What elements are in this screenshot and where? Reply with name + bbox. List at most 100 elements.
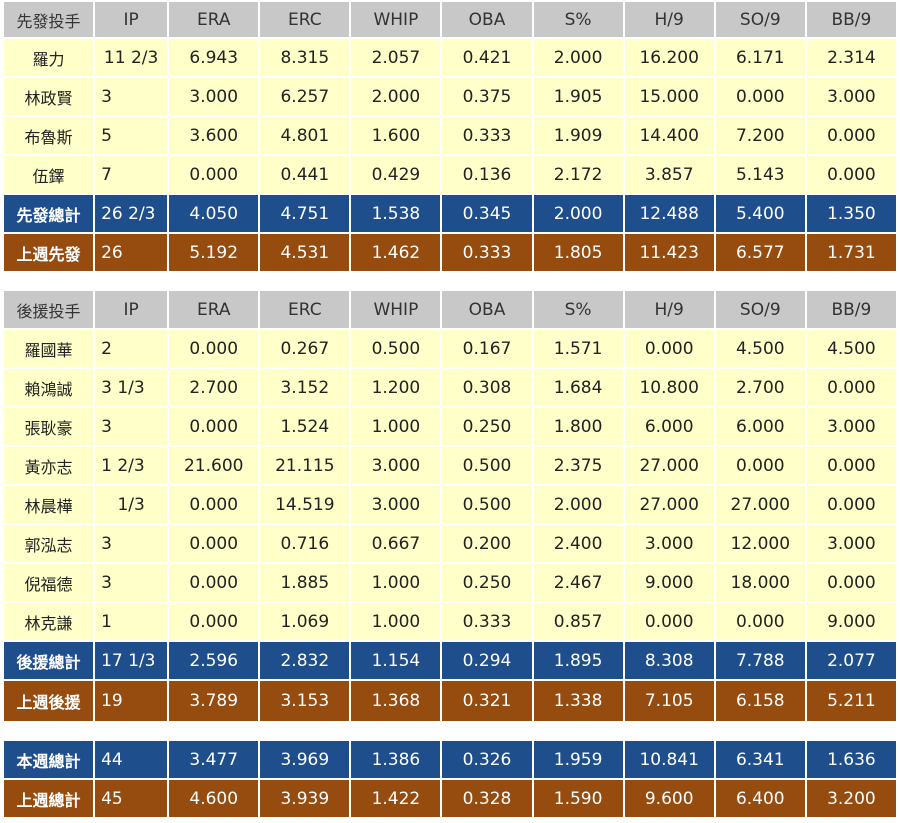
pitcher-row: 黃亦志 1 2/3 21.600 21.115 3.000 0.500 2.375 27.00… — [4, 447, 896, 484]
stat-value: 7.788 — [715, 642, 805, 679]
pitcher-row: 倪福德 3 0.000 1.885 1.000 0.250 2.467 9.000 18.000… — [4, 564, 896, 601]
column-header: BB/9 — [806, 291, 896, 328]
stat-value: 6.171 — [715, 39, 805, 76]
stat-value: 2.057 — [351, 39, 441, 76]
column-header: WHIP — [351, 291, 441, 328]
starters-table: 先發投手 IP ERA ERC WHIP OBA S% H/9 SO/9 BB/9 羅力 11 2/3… — [2, 0, 898, 273]
stat-value: 4.600 — [169, 780, 259, 817]
stat-value: 8.308 — [624, 642, 714, 679]
header-row: 先發投手 IP ERA ERC WHIP OBA S% H/9 SO/9 BB/9 — [4, 2, 896, 37]
stat-value: 10.800 — [624, 369, 714, 406]
stat-value: 5.211 — [806, 681, 896, 721]
ip-value: 19 — [95, 681, 168, 721]
stat-value: 2.000 — [533, 195, 623, 232]
stat-value: 1.959 — [533, 741, 623, 778]
stat-value: 1.590 — [533, 780, 623, 817]
pitcher-row: 羅力 11 2/3 6.943 8.315 2.057 0.421 2.000 16.200 6… — [4, 39, 896, 76]
pitcher-name: 林政賢 — [4, 78, 94, 115]
stat-value: 0.200 — [442, 525, 532, 562]
column-header: S% — [533, 291, 623, 328]
stat-value: 4.500 — [715, 330, 805, 367]
ip-value: 5 — [95, 117, 168, 154]
stat-value: 1.524 — [260, 408, 350, 445]
stat-value: 3.000 — [169, 78, 259, 115]
stat-value: 3.000 — [351, 447, 441, 484]
stat-value: 2.467 — [533, 564, 623, 601]
ip-value: 3 1/3 — [95, 369, 168, 406]
stat-value: 5.400 — [715, 195, 805, 232]
stat-value: 0.667 — [351, 525, 441, 562]
stat-value: 21.600 — [169, 447, 259, 484]
pitcher-name: 布魯斯 — [4, 117, 94, 154]
stat-value: 2.077 — [806, 642, 896, 679]
stat-value: 0.000 — [806, 447, 896, 484]
stat-value: 2.400 — [533, 525, 623, 562]
stat-value: 0.000 — [169, 156, 259, 193]
stat-value: 0.308 — [442, 369, 532, 406]
stat-value: 1.800 — [533, 408, 623, 445]
column-header: IP — [95, 291, 168, 328]
stat-value: 0.167 — [442, 330, 532, 367]
stat-value: 1.905 — [533, 78, 623, 115]
stat-value: 0.429 — [351, 156, 441, 193]
pitcher-row: 郭泓志 3 0.000 0.716 0.667 0.200 2.400 3.000 12.000… — [4, 525, 896, 562]
column-header: SO/9 — [715, 291, 805, 328]
ip-value: 17 1/3 — [95, 642, 168, 679]
ip-value: 1 — [95, 603, 168, 640]
pitcher-name: 賴鴻誠 — [4, 369, 94, 406]
stat-value: 27.000 — [715, 486, 805, 523]
column-header: H/9 — [624, 291, 714, 328]
header-label: 先發投手 — [4, 2, 94, 37]
stat-value: 6.400 — [715, 780, 805, 817]
stat-value: 14.400 — [624, 117, 714, 154]
stat-value: 3.000 — [351, 486, 441, 523]
stat-value: 0.136 — [442, 156, 532, 193]
stat-value: 8.315 — [260, 39, 350, 76]
stat-value: 2.375 — [533, 447, 623, 484]
ip-value: 26 2/3 — [95, 195, 168, 232]
stat-value: 0.000 — [715, 78, 805, 115]
stat-value: 21.115 — [260, 447, 350, 484]
stat-value: 0.000 — [806, 486, 896, 523]
stat-value: 1.885 — [260, 564, 350, 601]
pitcher-name: 本週總計 — [4, 741, 94, 778]
stat-value: 16.200 — [624, 39, 714, 76]
stat-value: 0.000 — [624, 330, 714, 367]
stat-value: 6.000 — [624, 408, 714, 445]
pitcher-row: 林晨樺 1/3 0.000 14.519 3.000 0.500 2.000 27.000 27… — [4, 486, 896, 523]
stat-value: 10.841 — [624, 741, 714, 778]
stat-value: 14.519 — [260, 486, 350, 523]
stat-value: 9.000 — [624, 564, 714, 601]
stat-value: 4.531 — [260, 234, 350, 271]
pitcher-name: 羅力 — [4, 39, 94, 76]
stat-value: 4.050 — [169, 195, 259, 232]
stat-value: 1.368 — [351, 681, 441, 721]
pitcher-name: 上週後援 — [4, 681, 94, 721]
column-header: OBA — [442, 2, 532, 37]
stat-value: 3.600 — [169, 117, 259, 154]
this-week-total-row: 本週總計 44 3.477 3.969 1.386 0.326 1.959 10.841 6.3… — [4, 741, 896, 778]
stat-value: 1.731 — [806, 234, 896, 271]
stat-value: 3.789 — [169, 681, 259, 721]
stat-value: 12.000 — [715, 525, 805, 562]
stat-value: 27.000 — [624, 447, 714, 484]
stat-value: 2.700 — [715, 369, 805, 406]
ip-value: 3 — [95, 78, 168, 115]
stat-value: 0.000 — [169, 330, 259, 367]
stat-value: 1.805 — [533, 234, 623, 271]
stat-value: 3.000 — [806, 408, 896, 445]
stat-value: 0.500 — [442, 447, 532, 484]
ip-value: 3 — [95, 408, 168, 445]
column-header: ERA — [169, 2, 259, 37]
ip-value: 45 — [95, 780, 168, 817]
stat-value: 0.375 — [442, 78, 532, 115]
ip-value: 3 — [95, 525, 168, 562]
stat-value: 0.294 — [442, 642, 532, 679]
stat-value: 3.153 — [260, 681, 350, 721]
stat-value: 1.462 — [351, 234, 441, 271]
total-row: 後援總計 17 1/3 2.596 2.832 1.154 0.294 1.895 8.308… — [4, 642, 896, 679]
stat-value: 0.000 — [806, 564, 896, 601]
stat-value: 2.314 — [806, 39, 896, 76]
overall-table: 本週總計 44 3.477 3.969 1.386 0.326 1.959 10.841 6.3… — [2, 739, 898, 819]
stat-value: 0.000 — [806, 117, 896, 154]
